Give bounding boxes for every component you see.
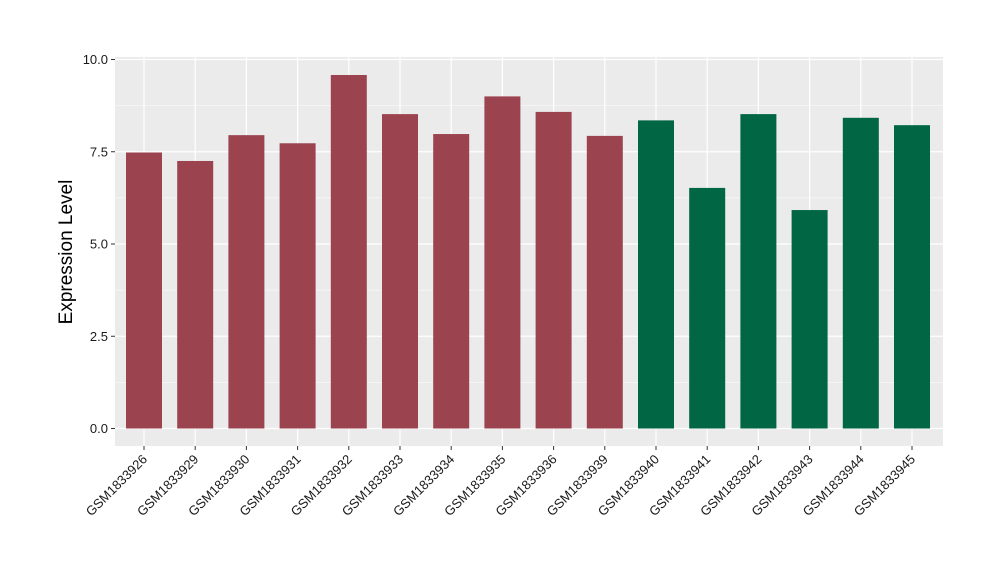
y-tick-label: 7.5 [90, 144, 108, 159]
bar-GSM1833926 [126, 152, 162, 429]
bar-GSM1833942 [740, 114, 777, 429]
y-axis: 0.0 2.5 5.0 7.5 10.0 [83, 52, 115, 436]
bars [126, 74, 930, 429]
y-tick-label: 10.0 [83, 52, 108, 67]
bar-GSM1833939 [586, 135, 623, 429]
y-tick-label: 2.5 [90, 329, 108, 344]
bar-GSM1833945 [894, 125, 930, 429]
y-tick-label: 0.0 [90, 421, 108, 436]
bar-GSM1833935 [484, 96, 521, 429]
bar-GSM1833936 [535, 111, 572, 429]
bar-GSM1833944 [842, 117, 879, 429]
y-axis-title: Expression Level [56, 180, 77, 325]
x-axis: GSM1833926GSM1833929GSM1833930GSM1833931… [83, 446, 918, 519]
bar-GSM1833934 [433, 134, 470, 429]
y-tick-label: 5.0 [90, 237, 108, 252]
bar-GSM1833933 [382, 114, 418, 429]
bar-GSM1833932 [330, 74, 367, 429]
bar-GSM1833929 [177, 160, 214, 429]
bar-GSM1833941 [689, 187, 726, 429]
bar-GSM1833943 [791, 210, 828, 429]
bar-GSM1833931 [279, 143, 316, 429]
bar-GSM1833930 [228, 135, 265, 429]
bar-GSM1833940 [638, 120, 674, 429]
